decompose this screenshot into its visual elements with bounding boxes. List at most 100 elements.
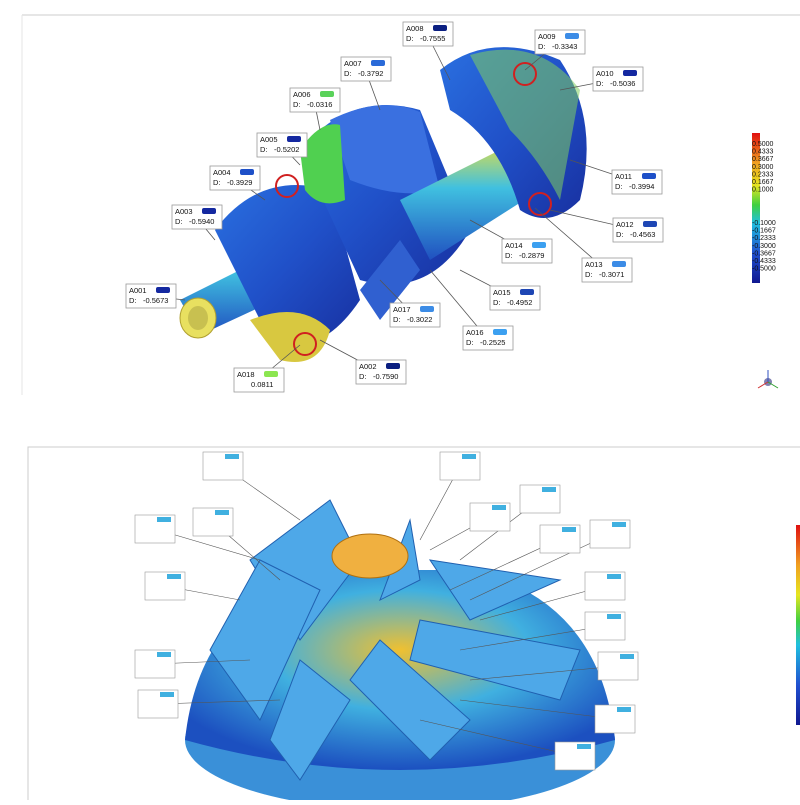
callout-value: -0.3792: [358, 69, 383, 78]
bottom-callouts: [134, 451, 639, 771]
leader-line: [157, 699, 281, 705]
callout-d-label: D:: [175, 217, 183, 226]
marker-circle: [275, 174, 299, 198]
callout-value: -0.2879: [519, 251, 544, 260]
legend-label: 0.5000: [752, 141, 774, 148]
legend-label: 0.3000: [752, 164, 774, 171]
callout-value: -0.5673: [143, 296, 168, 305]
callout-swatch: [492, 505, 506, 510]
marker-circle: [513, 62, 537, 86]
callout-swatch: [623, 70, 637, 76]
legend-label: 0.2333: [752, 171, 774, 178]
legend-label: -0.3000: [752, 243, 776, 250]
shaft-end: [188, 306, 208, 330]
marker-circle: [293, 332, 317, 356]
callout-value: -0.5940: [189, 217, 214, 226]
callout-swatch: [642, 173, 656, 179]
callout-d-label: D:: [616, 230, 624, 239]
legend-label: 0.3667: [752, 156, 774, 163]
legend-label: -0.5000: [752, 266, 776, 273]
callout-label: A015: [493, 288, 511, 297]
callout-value: -0.7590: [373, 372, 398, 381]
hub: [331, 533, 409, 579]
crankshaft: [179, 47, 587, 362]
callout-box: [489, 285, 541, 311]
callout-swatch: [371, 60, 385, 66]
callout-label: A008: [406, 24, 424, 33]
legend-label: 0.1000: [752, 187, 774, 194]
callout-swatch: [420, 306, 434, 312]
leader-line: [469, 533, 611, 601]
callout-swatch: [562, 527, 576, 532]
color-legend: 0.50000.43330.36670.30000.23330.16670.10…: [752, 141, 776, 273]
legend-label: -0.4333: [752, 258, 776, 265]
callout-value: -0.4563: [630, 230, 655, 239]
callout-d-label: D:: [213, 178, 221, 187]
web: [250, 312, 330, 362]
callout-swatch: [520, 289, 534, 295]
legend-label: -0.1000: [752, 220, 776, 227]
callout-label: A005: [260, 135, 278, 144]
callout-swatch: [462, 454, 476, 459]
callout-label: A011: [615, 172, 632, 181]
callout-label: A007: [344, 59, 362, 68]
callout-d-label: D:: [538, 42, 546, 51]
callout-swatch: [612, 261, 626, 267]
callout-swatch: [157, 517, 171, 522]
callout-swatch: [320, 91, 334, 97]
callout-swatch: [287, 136, 301, 142]
callout-swatch: [264, 371, 278, 377]
callout-swatch: [607, 574, 621, 579]
callout-swatch: [157, 652, 171, 657]
callout-swatch: [493, 329, 507, 335]
web: [360, 240, 420, 320]
callout-d-label: D:: [596, 79, 604, 88]
callout-swatch: [620, 654, 634, 659]
callout-value: -0.3343: [552, 42, 577, 51]
legend-label: 0.4333: [752, 149, 774, 156]
callout-label: A018: [237, 370, 255, 379]
callout-swatch: [225, 454, 239, 459]
leader-line: [479, 585, 606, 621]
legend-label: 0.1667: [752, 179, 774, 186]
callout-label: A016: [466, 328, 484, 337]
callout-value: -0.7555: [420, 34, 445, 43]
callout-swatch: [240, 169, 254, 175]
leader-line: [459, 699, 616, 720]
callout-swatch: [565, 33, 579, 39]
callout-swatch: [156, 287, 170, 293]
callout-label: A013: [585, 260, 603, 269]
callout-d-label: D:: [466, 338, 474, 347]
callout-box: [584, 611, 626, 641]
callout-value: -0.0316: [307, 100, 332, 109]
highlight: [470, 49, 580, 200]
callout-label: A004: [213, 168, 231, 177]
callout-label: A003: [175, 207, 193, 216]
callout-value: -0.5202: [274, 145, 299, 154]
leader-line: [419, 719, 576, 757]
callout-d-label: D:: [505, 251, 513, 260]
callout-label: A002: [359, 362, 377, 371]
color-legend-bar: [796, 525, 800, 725]
legend-label: -0.3667: [752, 250, 776, 257]
callout-d-label: D:: [260, 145, 268, 154]
callout-label: A010: [596, 69, 614, 78]
callout-value: -0.3071: [599, 270, 624, 279]
callout-swatch: [532, 242, 546, 248]
callout-label: A012: [616, 220, 634, 229]
callout-swatch: [542, 487, 556, 492]
callout-value: -0.5036: [610, 79, 635, 88]
callout-d-label: D:: [615, 182, 623, 191]
blades: [209, 499, 581, 781]
callout-swatch: [202, 208, 216, 214]
callout-value: -0.3994: [629, 182, 654, 191]
legend-label: -0.2333: [752, 235, 776, 242]
callout-swatch: [617, 707, 631, 712]
callout-label: A006: [293, 90, 311, 99]
callout-label: A009: [538, 32, 556, 41]
leader-line: [459, 625, 606, 651]
callout-swatch: [612, 522, 626, 527]
